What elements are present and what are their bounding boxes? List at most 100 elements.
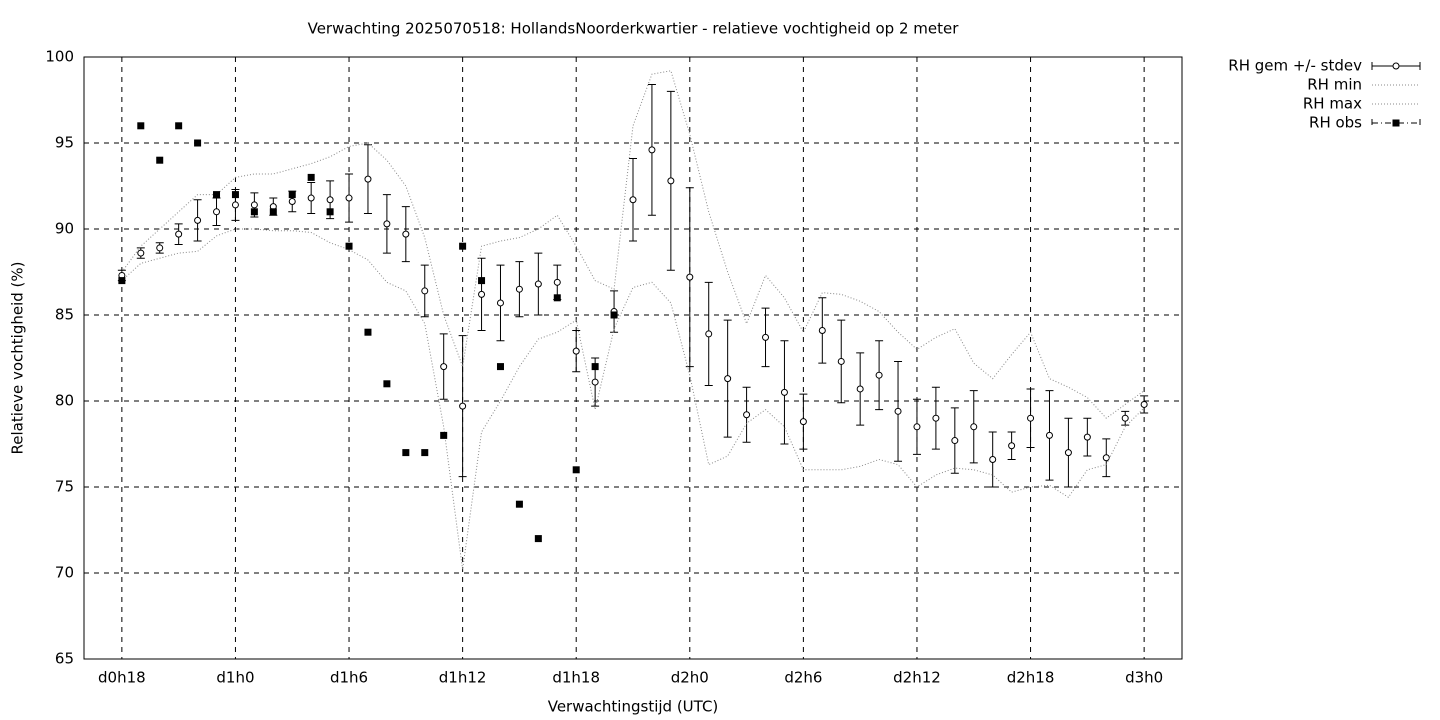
mean-point: [989, 455, 997, 463]
y-tick-label: 95: [55, 134, 74, 152]
obs-point: [345, 242, 353, 250]
mean-point: [875, 371, 883, 379]
legend-sample: [1392, 119, 1400, 127]
range-line: [121, 228, 1145, 570]
legend-sample: [1371, 119, 1421, 127]
mean-point: [421, 287, 429, 295]
obs-point: [288, 191, 296, 199]
mean-point: [894, 407, 902, 415]
plot-frame: [83, 56, 1183, 660]
mean-point: [913, 423, 921, 431]
mean-point: [288, 197, 296, 205]
mean-point: [326, 196, 334, 204]
obs-point: [496, 363, 504, 371]
mean-point: [231, 201, 239, 209]
legend-label: RH gem +/- stdev: [1228, 57, 1362, 75]
mean-point: [1027, 414, 1035, 422]
obs-point: [175, 122, 183, 130]
mean-point: [496, 299, 504, 307]
mean-point: [667, 177, 675, 185]
obs-point: [459, 242, 467, 250]
obs-point: [213, 191, 221, 199]
legend-label: RH max: [1303, 95, 1362, 113]
y-tick-label: 80: [55, 392, 74, 410]
mean-point: [837, 357, 845, 365]
y-axis-label: Relatieve vochtigheid (%): [9, 261, 27, 454]
obs-point: [421, 449, 429, 457]
y-tick-label: 85: [55, 306, 74, 324]
mean-point: [762, 333, 770, 341]
y-tick-label: 100: [45, 48, 74, 66]
mean-point: [515, 285, 523, 293]
mean-point: [686, 273, 694, 281]
x-tick-label: d2h12: [893, 669, 941, 687]
mean-point: [402, 230, 410, 238]
mean-point: [1121, 414, 1129, 422]
y-tick-label: 75: [55, 478, 74, 496]
x-tick-label: d2h18: [1007, 669, 1055, 687]
legend-label: RH min: [1307, 76, 1362, 94]
y-tick-label: 70: [55, 564, 74, 582]
obs-point: [364, 328, 372, 336]
obs-point: [326, 208, 334, 216]
y-tick-label: 65: [55, 650, 74, 668]
mean-point: [1064, 449, 1072, 457]
obs-point: [610, 311, 618, 319]
mean-point: [1083, 433, 1091, 441]
mean-point: [724, 375, 732, 383]
obs-point: [572, 466, 580, 474]
mean-point: [970, 423, 978, 431]
mean-point: [1140, 400, 1148, 408]
x-tick-label: d2h6: [784, 669, 822, 687]
obs-point: [231, 191, 239, 199]
x-tick-label: d3h0: [1125, 669, 1163, 687]
mean-point: [591, 378, 599, 386]
mean-point: [440, 363, 448, 371]
obs-point: [440, 431, 448, 439]
mean-point: [1045, 431, 1053, 439]
chart-title: Verwachting 2025070518: HollandsNoorderk…: [308, 20, 960, 38]
x-tick-label: d1h6: [330, 669, 368, 687]
mean-point: [572, 347, 580, 355]
mean-point: [951, 437, 959, 445]
mean-point: [307, 194, 315, 202]
obs-point: [137, 122, 145, 130]
mean-point: [932, 414, 940, 422]
mean-point: [194, 216, 202, 224]
obs-point: [478, 277, 486, 285]
x-tick-label: d2h0: [671, 669, 709, 687]
mean-point: [459, 402, 467, 410]
mean-point: [648, 146, 656, 154]
mean-point: [629, 196, 637, 204]
x-tick-label: d1h0: [216, 669, 254, 687]
mean-point: [1102, 454, 1110, 462]
x-tick-label: d0h18: [98, 669, 146, 687]
mean-point: [175, 230, 183, 238]
obs-point: [156, 156, 164, 164]
mean-point: [743, 411, 751, 419]
mean-point: [478, 290, 486, 298]
mean-point: [137, 249, 145, 257]
obs-point: [402, 449, 410, 457]
mean-point: [213, 208, 221, 216]
mean-point: [345, 194, 353, 202]
mean-point: [1008, 442, 1016, 450]
mean-point: [553, 278, 561, 286]
obs-point: [194, 139, 202, 147]
obs-point: [250, 208, 258, 216]
legend-sample: [1392, 62, 1400, 70]
obs-point: [269, 208, 277, 216]
mean-point: [818, 326, 826, 334]
obs-point: [383, 380, 391, 388]
mean-point: [250, 201, 258, 209]
range-line: [121, 70, 1145, 419]
obs-point: [534, 535, 542, 543]
mean-point: [383, 220, 391, 228]
mean-point: [780, 388, 788, 396]
mean-point: [534, 280, 542, 288]
mean-point: [856, 385, 864, 393]
x-tick-label: d1h12: [439, 669, 487, 687]
obs-point: [553, 294, 561, 302]
obs-point: [307, 173, 315, 181]
